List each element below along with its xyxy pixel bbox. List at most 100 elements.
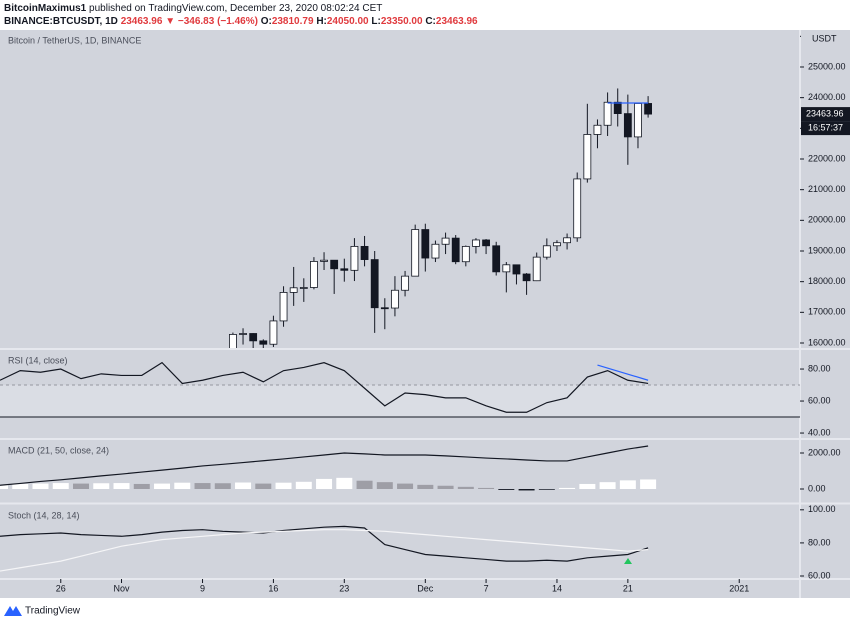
pane-title: RSI (14, close) [8, 355, 68, 365]
candle-body [644, 103, 653, 115]
histogram-bar [174, 482, 191, 490]
c-value: 23463.96 [436, 16, 478, 27]
symbol: BINANCE:BTCUSDT, 1D [4, 16, 118, 27]
candle-body [239, 333, 247, 335]
histogram-bar [437, 485, 454, 490]
candle-body [259, 340, 268, 345]
y-tick-label: 0.00 [808, 483, 826, 493]
y-tick-label: 25000.00 [808, 61, 846, 71]
candle-body [502, 264, 511, 273]
histogram-bar [356, 480, 373, 490]
candle-body [441, 237, 450, 245]
footer-brand: TradingView [25, 606, 81, 617]
histogram-bar [538, 489, 555, 490]
candle-body [370, 259, 379, 309]
pane [0, 525, 649, 572]
indicator-line [0, 529, 649, 572]
candle-body [279, 291, 288, 322]
chart-background [0, 30, 850, 598]
candle-body [401, 275, 409, 291]
x-tick-label: 23 [339, 583, 349, 593]
y-tick-label: 40.00 [808, 427, 831, 437]
currency-label: USDT [812, 33, 837, 43]
h-value: 24050.00 [327, 16, 369, 27]
histogram-bar [113, 483, 130, 490]
candle-body [229, 334, 237, 348]
candle-body [634, 103, 642, 138]
y-tick-label: 100.00 [808, 504, 836, 514]
h-label: H: [316, 16, 327, 27]
o-label: O: [261, 16, 272, 27]
candle-body [583, 134, 592, 180]
candle-body [593, 124, 602, 135]
y-tick-label: 80.00 [808, 537, 831, 547]
histogram-bar [194, 483, 211, 490]
histogram-bar [599, 482, 616, 490]
x-tick-label: 2021 [729, 583, 749, 593]
indicator-line [0, 361, 649, 413]
histogram-bar [397, 483, 414, 490]
countdown-label: 16:57:37 [808, 122, 843, 132]
rsi-band [0, 385, 800, 418]
pane-title: Stoch (14, 28, 14) [8, 510, 80, 520]
x-tick-label: 7 [484, 583, 489, 593]
histogram-bar [640, 479, 657, 490]
candle-body [350, 245, 359, 271]
x-tick-label: 21 [623, 583, 633, 593]
header-line-1: BitcoinMaximus1 published on TradingView… [4, 3, 382, 14]
c-label: C: [425, 16, 436, 27]
x-tick-label: 26 [56, 583, 66, 593]
y-tick-label: 19000.00 [808, 245, 846, 255]
x-tick-label: Dec [417, 583, 434, 593]
histogram-bar [295, 481, 312, 490]
o-value: 23810.79 [272, 16, 314, 27]
candle-body [421, 229, 430, 259]
y-tick-label: 60.00 [808, 570, 831, 580]
published: published on TradingView.com, December 2… [89, 3, 382, 14]
l-label: L: [371, 16, 380, 27]
candle-body [603, 101, 612, 126]
histogram-bar [417, 484, 434, 490]
header-line-2: BINANCE:BTCUSDT, 1D 23463.96 ▼ −346.83 (… [4, 16, 478, 27]
histogram-bar [478, 487, 495, 490]
histogram-bar [498, 489, 515, 490]
pane-title: MACD (21, 50, close, 24) [8, 445, 109, 455]
histogram-bar [255, 483, 272, 490]
x-tick-label: 14 [552, 583, 562, 593]
footer-logo: TradingView [4, 606, 81, 617]
l-value: 23350.00 [381, 16, 423, 27]
y-tick-label: 80.00 [808, 363, 831, 373]
histogram-bar [376, 482, 393, 490]
histogram-bar [0, 484, 8, 490]
histogram-bar [93, 483, 110, 490]
candle-body [522, 273, 531, 282]
last-price-label: 23463.96 [806, 108, 844, 118]
y-tick-label: 20000.00 [808, 215, 846, 225]
candle-body [330, 259, 339, 270]
candle-body [269, 320, 278, 345]
histogram-bar [154, 483, 171, 490]
candle-body [411, 229, 420, 277]
candle-body [451, 237, 460, 263]
pane [0, 361, 800, 418]
pane-separators [0, 30, 850, 598]
change: ▼ −346.83 (−1.46%) [165, 16, 258, 27]
y-tick-label: 18000.00 [808, 276, 846, 286]
candle-body [360, 245, 369, 260]
x-tick-label: 16 [268, 583, 278, 593]
signal-marker [624, 558, 632, 564]
candle-body [482, 239, 490, 247]
pane [0, 445, 657, 491]
candle-body [542, 245, 551, 258]
y-tick-label: 21000.00 [808, 184, 846, 194]
candle-body [532, 256, 541, 282]
candle-body [380, 307, 389, 310]
y-tick-label: 17000.00 [808, 307, 846, 317]
candle-body [461, 245, 470, 263]
candle-body [553, 242, 561, 247]
trendline [597, 364, 649, 381]
x-tick-label: Nov [114, 583, 131, 593]
histogram-bar [235, 482, 252, 490]
candle-body [391, 289, 399, 309]
